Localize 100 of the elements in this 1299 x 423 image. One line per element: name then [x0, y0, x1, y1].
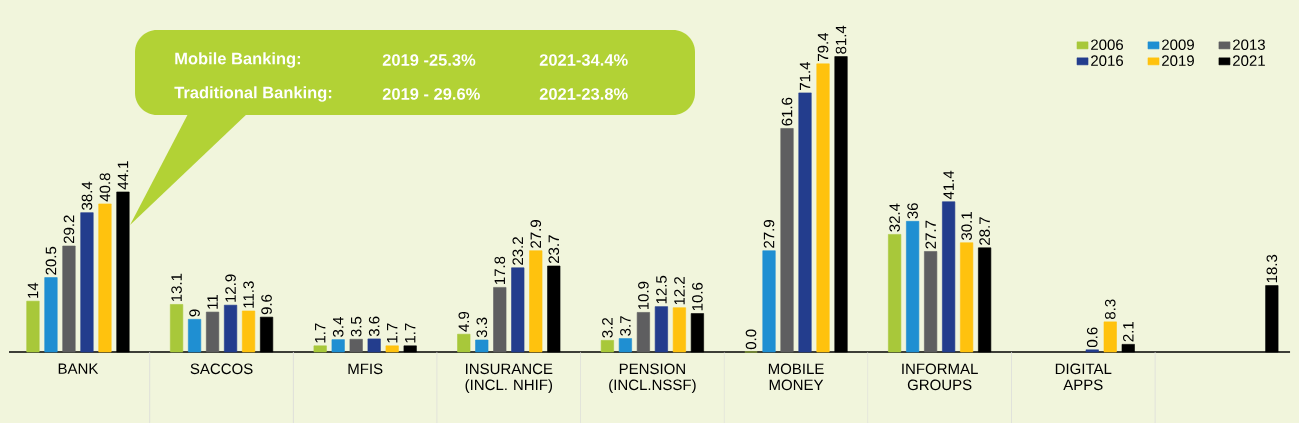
- data-label: 10.9: [638, 281, 649, 310]
- data-label: 27.9: [763, 220, 775, 248]
- legend-label: 2021: [1233, 55, 1265, 66]
- data-label: 17.8: [494, 256, 506, 285]
- annotation: Mobile Banking:: [175, 52, 301, 68]
- bar: [367, 338, 381, 353]
- bar: [493, 287, 507, 353]
- data-label: 18.3: [1266, 254, 1278, 283]
- bar: [600, 340, 614, 353]
- data-label: 3.6: [368, 316, 380, 337]
- data-label: 20.5: [45, 246, 57, 275]
- data-label: 71.4: [799, 61, 811, 90]
- data-label: 28.7: [979, 217, 990, 245]
- legend-label: 2019: [1162, 55, 1194, 66]
- data-label: 8.3: [1104, 299, 1116, 320]
- x-tick-label: DIGITAL APPS: [1055, 363, 1112, 391]
- data-label: 13.1: [171, 273, 182, 302]
- data-label: 9.6: [261, 294, 272, 315]
- bar: [529, 250, 543, 353]
- data-label: 11: [207, 295, 218, 309]
- annotation: 2019 - 29.6%: [382, 88, 480, 100]
- bar: [636, 312, 650, 353]
- bar: [80, 212, 94, 353]
- data-label: 3.2: [602, 318, 613, 338]
- data-label: 3.5: [350, 316, 362, 337]
- bar: [798, 92, 812, 353]
- bar: [242, 310, 256, 353]
- bar: [816, 63, 830, 353]
- bar: [98, 203, 112, 353]
- annotation: 2021-23.8%: [539, 88, 628, 100]
- data-label: 2.1: [1123, 322, 1134, 342]
- data-label: 3.7: [620, 316, 631, 336]
- data-label: 14: [27, 282, 39, 298]
- bar: [906, 221, 920, 353]
- data-label: 12.2: [674, 277, 685, 305]
- bar: [313, 345, 327, 353]
- bar: [780, 128, 794, 353]
- data-label: 79.4: [817, 32, 829, 61]
- x-tick-label: PENSION (INCL.NSSF): [609, 363, 696, 394]
- bar: [888, 234, 902, 353]
- data-label: 1.7: [315, 323, 326, 343]
- x-tick-label: INSURANCE (INCL. NHIF): [465, 363, 553, 394]
- bar: [511, 267, 525, 353]
- data-label: 3.3: [476, 317, 488, 338]
- bar: [475, 339, 489, 353]
- bar: [44, 277, 58, 353]
- legend-label: 2016: [1091, 55, 1124, 66]
- data-label: 3.4: [332, 317, 344, 337]
- legend-label: 2013: [1233, 39, 1265, 51]
- annotation: 2019 -25.3%: [382, 54, 476, 66]
- bar: [457, 333, 471, 353]
- bar: [385, 345, 399, 353]
- data-label: 81.4: [835, 25, 847, 54]
- bar: [188, 319, 202, 353]
- bar: [62, 245, 76, 353]
- annotation: 2021-34.4%: [539, 54, 628, 66]
- data-label: 1.7: [405, 323, 416, 343]
- legend-label: 2006: [1091, 39, 1124, 51]
- data-label: 32.4: [889, 203, 900, 232]
- bar: [924, 251, 938, 353]
- data-label: 61.6: [781, 97, 793, 126]
- data-label: 12.9: [225, 274, 236, 302]
- bar: [672, 307, 686, 353]
- data-label: 0.0: [745, 329, 757, 350]
- bar: [206, 311, 220, 353]
- bar: [618, 338, 632, 353]
- data-label: 1.7: [387, 323, 398, 343]
- bar: [1103, 321, 1117, 353]
- data-label: 0.6: [1086, 327, 1098, 348]
- data-label: 44.1: [117, 161, 129, 190]
- bar: [762, 250, 776, 353]
- data-label: 27.7: [925, 220, 936, 249]
- x-tick-label: MOBILE MONEY: [768, 363, 824, 391]
- legend-label: 2009: [1162, 39, 1194, 51]
- annotation: Traditional Banking:: [174, 86, 332, 102]
- data-label: 11.3: [243, 281, 254, 308]
- x-tick-label: SACCOS: [190, 363, 253, 375]
- bar: [331, 339, 345, 353]
- x-tick-label: MFIS: [348, 363, 383, 375]
- data-label: 36: [907, 203, 918, 219]
- data-label: 23.7: [548, 235, 560, 264]
- data-label: 29.2: [63, 215, 75, 244]
- data-label: 38.4: [81, 181, 93, 210]
- data-label: 27.9: [530, 220, 542, 248]
- data-label: 10.6: [692, 282, 703, 311]
- data-label: 9: [189, 309, 200, 317]
- data-label: 4.9: [458, 311, 470, 332]
- bar: [654, 306, 668, 353]
- data-label: 40.8: [99, 173, 111, 202]
- bar: [170, 304, 184, 353]
- data-label: 23.2: [512, 237, 524, 265]
- data-label: 30.1: [961, 212, 972, 240]
- bar: [26, 300, 40, 353]
- data-label: 12.5: [656, 275, 667, 304]
- x-tick-label: BANK: [58, 363, 99, 374]
- bar: [349, 338, 363, 353]
- bar: [224, 304, 238, 353]
- bar: [1085, 349, 1099, 353]
- bar: [942, 201, 956, 353]
- bar: [960, 242, 974, 353]
